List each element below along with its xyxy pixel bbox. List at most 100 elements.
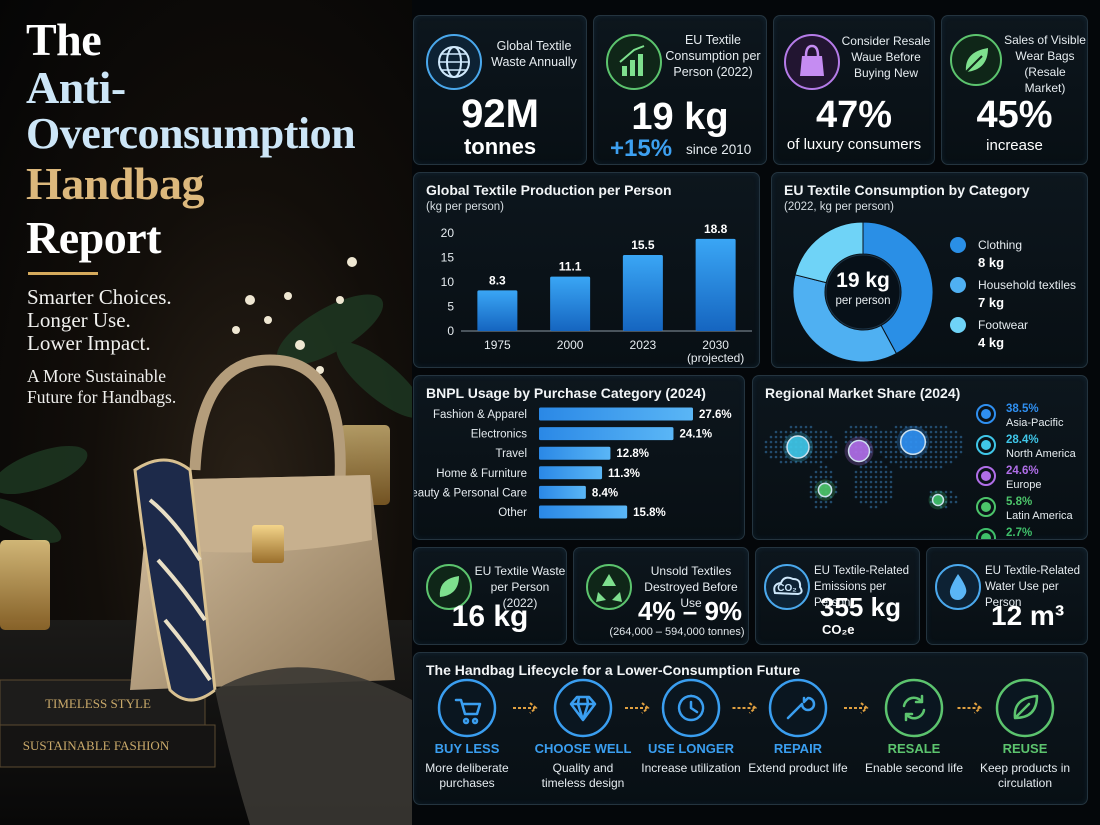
map-dot [874,430,878,434]
legend-label: Europe [1006,479,1041,491]
map-dot [859,465,863,469]
map-dot [859,435,863,439]
stat-card: Unsold Textiles Destroyed Before Use 4% … [573,547,749,645]
map-dot [909,455,913,459]
y-tick-label: 10 [441,275,455,289]
stat-label: Unsold Textiles Destroyed Before Use [644,564,738,610]
map-dot [779,460,783,464]
stat-card: Sales of Visible Wear Bags (Resale Marke… [941,15,1088,165]
map-dot [809,425,813,429]
map-dot [954,450,958,454]
value-label: 11.1 [559,260,582,274]
map-dot [819,460,823,464]
bubble-map: 38.5% Asia-Pacific 28.4% North America 24.6%… [764,403,1077,539]
bar [539,485,586,499]
map-dot [869,430,873,434]
step-icon [569,695,597,722]
map-dot [944,500,948,504]
icon-leaf [426,564,472,610]
map-dot [794,460,798,464]
map-dot [909,425,913,429]
map-dot [874,470,878,474]
bubble [931,493,945,507]
map-dot [939,450,943,454]
map-dot [959,440,963,444]
arrow [732,702,758,714]
donut-segment [794,221,864,284]
map-dot [944,460,948,464]
map-dot [879,445,883,449]
donut-segment [792,274,897,363]
map-dot [779,435,783,439]
map-dot [834,490,838,494]
map-dot [854,485,858,489]
map-dot [954,445,958,449]
step-title: CHOOSE WELL [534,741,632,756]
bubble [786,435,810,459]
map-dot [879,500,883,504]
step-title: RESALE [887,741,941,756]
book-title: SUSTAINABLE FASHION [23,738,170,753]
map-dot [824,475,828,479]
map-dot [874,475,878,479]
map-dot [879,490,883,494]
map-dot [809,450,813,454]
step-text: Extend product life [748,761,848,775]
legend-marker [950,237,966,253]
map-dot [879,440,883,444]
map-dot [889,480,893,484]
value-label: 5.8% [1006,496,1032,508]
map-dot [869,505,873,509]
map-dot [884,430,888,434]
value-label: 8.4% [592,487,618,499]
map-dot [924,430,928,434]
bar [539,427,674,441]
map-dot [824,450,828,454]
donut-center-value: 19 kg [836,269,890,292]
map-dot [774,445,778,449]
stat-note: of luxury consumers [786,136,922,153]
stat-card: Global Textile Waste Annually 92M tonnes [413,15,587,165]
map-dot [814,435,818,439]
title-line: The [26,14,102,65]
map-dot [829,500,833,504]
map-dot [954,495,958,499]
map-dot [899,430,903,434]
map-dot [829,435,833,439]
map-dot [794,430,798,434]
map-dot [929,460,933,464]
chart-title: Global Textile Production per Person [426,182,672,198]
map-dot [774,455,778,459]
map-dot [864,490,868,494]
map-dot [929,440,933,444]
map-dot [879,495,883,499]
map-dot [819,475,823,479]
map-dot [889,455,893,459]
map-dot [904,460,908,464]
map-dot [809,455,813,459]
map-dot [824,500,828,504]
map-dot [934,440,938,444]
lifecycle-title: The Handbag Lifecycle for a Lower-Consum… [426,662,801,678]
map-dot [949,500,953,504]
step-icon [786,696,816,720]
step-icon [454,698,482,725]
map-dot [874,460,878,464]
map-dot [939,490,943,494]
map-dot [939,465,943,469]
map-dot [944,455,948,459]
bar-chart: 0 5 10 15 20 8.3 11.1 15.5 18.8 [441,222,752,338]
map-dot [809,435,813,439]
map-dot [894,435,898,439]
map-dot [774,430,778,434]
stat-label: EU Textile Consumption per Person (2022) [665,33,761,79]
chart-card: BNPL Usage by Purchase Category (2024) F… [413,375,745,540]
step-icon-ring [553,678,613,738]
map-dot [864,435,868,439]
map-dot [859,470,863,474]
report-title: The Anti- Overconsumption Handbag Report [26,14,356,264]
map-dot [929,465,933,469]
map-dot [854,430,858,434]
map-dot [774,450,778,454]
bar [539,466,603,480]
